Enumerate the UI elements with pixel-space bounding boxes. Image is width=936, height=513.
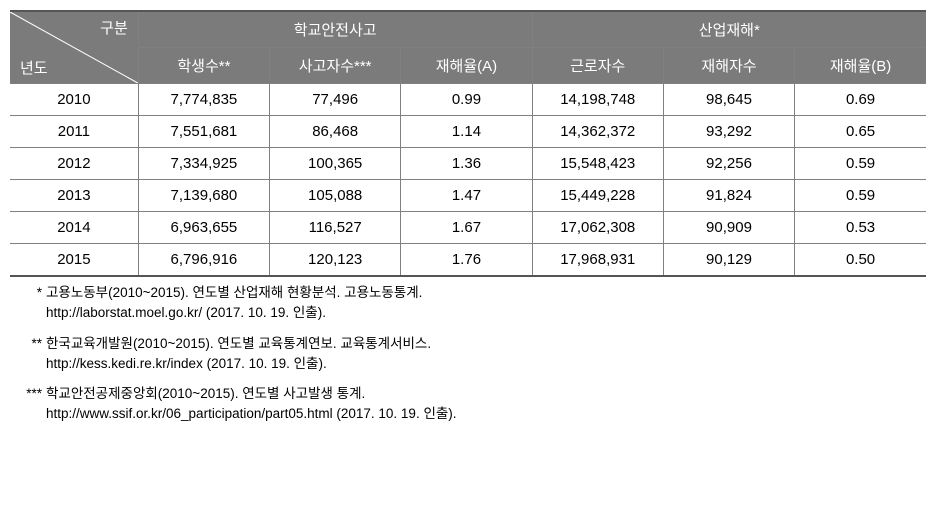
sub-header: 학생수**: [138, 48, 269, 84]
diag-top-label: 구분: [100, 17, 128, 38]
data-cell: 120,123: [270, 244, 401, 277]
year-cell: 2013: [10, 180, 138, 212]
year-cell: 2012: [10, 148, 138, 180]
footnote: **한국교육개발원(2010~2015). 연도별 교육통계연보. 교육통계서비…: [10, 334, 926, 375]
data-cell: 15,548,423: [532, 148, 663, 180]
data-cell: 0.59: [795, 148, 926, 180]
table-row: 20146,963,655116,5271.6717,062,30890,909…: [10, 212, 926, 244]
data-cell: 15,449,228: [532, 180, 663, 212]
data-cell: 92,256: [663, 148, 794, 180]
data-cell: 0.53: [795, 212, 926, 244]
footnotes: *고용노동부(2010~2015). 연도별 산업재해 현황분석. 고용노동통계…: [10, 283, 926, 425]
data-cell: 1.14: [401, 116, 532, 148]
footnote: *고용노동부(2010~2015). 연도별 산업재해 현황분석. 고용노동통계…: [10, 283, 926, 324]
header-row-2: 학생수**사고자수***재해율(A)근로자수재해자수재해율(B): [10, 48, 926, 84]
data-cell: 7,551,681: [138, 116, 269, 148]
data-cell: 14,362,372: [532, 116, 663, 148]
table-row: 20156,796,916120,1231.7617,968,93190,129…: [10, 244, 926, 277]
data-cell: 7,774,835: [138, 84, 269, 116]
group-header: 학교안전사고: [138, 11, 532, 48]
table-row: 20137,139,680105,0881.4715,449,22891,824…: [10, 180, 926, 212]
footnote-mark: *: [22, 283, 46, 303]
sub-header: 사고자수***: [270, 48, 401, 84]
footnote-mark: **: [22, 334, 46, 354]
data-cell: 0.69: [795, 84, 926, 116]
data-cell: 6,963,655: [138, 212, 269, 244]
data-cell: 0.99: [401, 84, 532, 116]
data-cell: 90,909: [663, 212, 794, 244]
sub-header: 재해율(B): [795, 48, 926, 84]
footnote-text: 고용노동부(2010~2015). 연도별 산업재해 현황분석. 고용노동통계.…: [46, 285, 422, 320]
data-cell: 93,292: [663, 116, 794, 148]
footnote: ***학교안전공제중앙회(2010~2015). 연도별 사고발생 통계.htt…: [10, 384, 926, 425]
sub-header: 근로자수: [532, 48, 663, 84]
table-body: 20107,774,83577,4960.9914,198,74898,6450…: [10, 84, 926, 277]
data-cell: 0.50: [795, 244, 926, 277]
data-cell: 0.59: [795, 180, 926, 212]
year-cell: 2014: [10, 212, 138, 244]
year-cell: 2011: [10, 116, 138, 148]
data-cell: 98,645: [663, 84, 794, 116]
diagonal-header: 구분 년도: [10, 11, 138, 84]
data-cell: 116,527: [270, 212, 401, 244]
comparison-table: 구분 년도 학교안전사고산업재해* 학생수**사고자수***재해율(A)근로자수…: [10, 10, 926, 277]
footnote-text: 학교안전공제중앙회(2010~2015). 연도별 사고발생 통계.http:/…: [46, 386, 457, 421]
table-row: 20127,334,925100,3651.3615,548,42392,256…: [10, 148, 926, 180]
year-cell: 2010: [10, 84, 138, 116]
data-cell: 14,198,748: [532, 84, 663, 116]
data-cell: 6,796,916: [138, 244, 269, 277]
data-cell: 1.47: [401, 180, 532, 212]
table-row: 20117,551,68186,4681.1414,362,37293,2920…: [10, 116, 926, 148]
data-cell: 100,365: [270, 148, 401, 180]
data-cell: 1.76: [401, 244, 532, 277]
table-row: 20107,774,83577,4960.9914,198,74898,6450…: [10, 84, 926, 116]
diag-bottom-label: 년도: [20, 57, 48, 78]
data-cell: 0.65: [795, 116, 926, 148]
data-cell: 105,088: [270, 180, 401, 212]
header-row-1: 구분 년도 학교안전사고산업재해*: [10, 11, 926, 48]
data-cell: 7,334,925: [138, 148, 269, 180]
year-cell: 2015: [10, 244, 138, 277]
footnote-mark: ***: [22, 384, 46, 404]
sub-header: 재해율(A): [401, 48, 532, 84]
data-cell: 86,468: [270, 116, 401, 148]
data-cell: 91,824: [663, 180, 794, 212]
footnote-text: 한국교육개발원(2010~2015). 연도별 교육통계연보. 교육통계서비스.…: [46, 336, 431, 371]
data-cell: 1.67: [401, 212, 532, 244]
data-cell: 7,139,680: [138, 180, 269, 212]
data-cell: 17,968,931: [532, 244, 663, 277]
data-cell: 90,129: [663, 244, 794, 277]
sub-header: 재해자수: [663, 48, 794, 84]
data-cell: 17,062,308: [532, 212, 663, 244]
group-header: 산업재해*: [532, 11, 926, 48]
data-cell: 1.36: [401, 148, 532, 180]
data-cell: 77,496: [270, 84, 401, 116]
